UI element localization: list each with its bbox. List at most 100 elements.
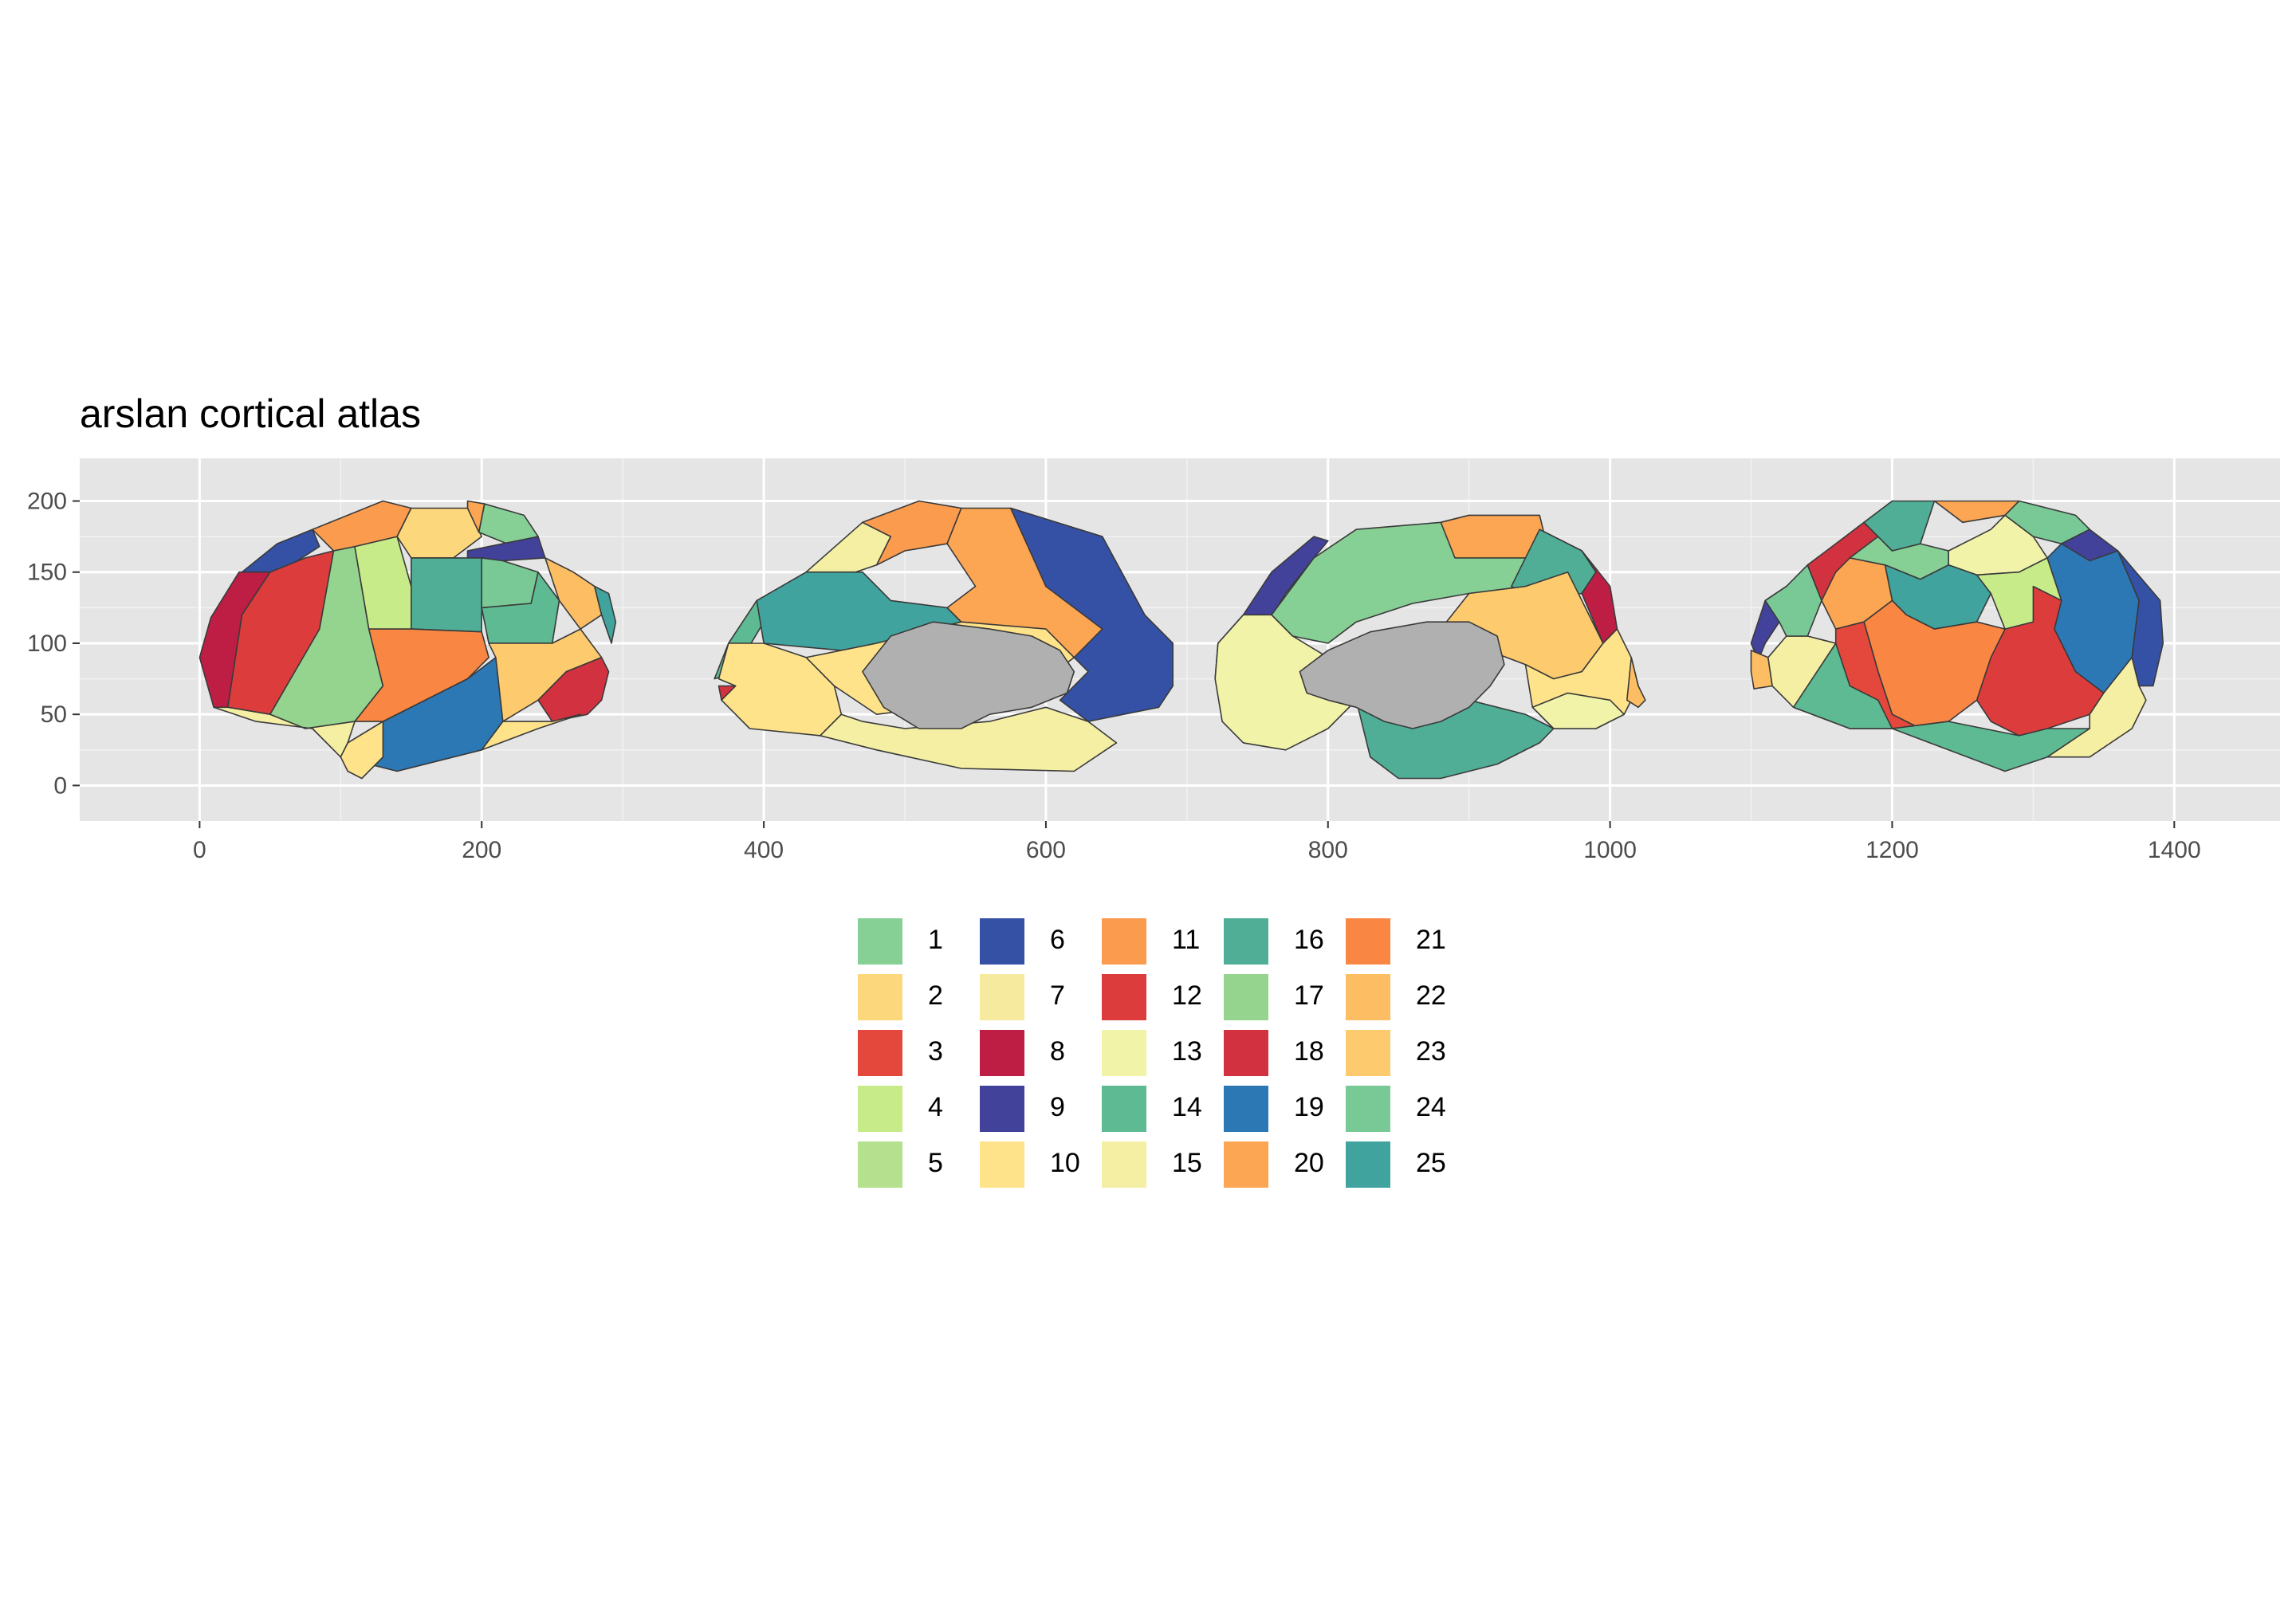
legend-swatch: [1222, 1084, 1270, 1134]
legend-swatch: [1222, 1028, 1270, 1078]
brain-region-15: [213, 706, 356, 758]
x-tick-label: 0: [193, 837, 206, 863]
legend-label: 16: [1294, 925, 1324, 955]
brain-view: [1214, 514, 1646, 780]
legend-swatch: [1344, 1140, 1392, 1189]
legend-item-18: 18: [1221, 1027, 1348, 1082]
legend-item-25: 25: [1343, 1138, 1470, 1194]
brain-region-24: [1764, 564, 1822, 637]
legend-swatch: [1344, 1084, 1392, 1134]
legend-label: 4: [928, 1092, 943, 1122]
legend-swatch: [1222, 917, 1270, 966]
legend-swatch: [1100, 972, 1148, 1022]
brain-region-11: [862, 500, 962, 566]
y-tick-label: 50: [41, 701, 67, 728]
legend-swatch: [856, 1084, 904, 1134]
brain-region-10: [481, 713, 581, 751]
legend-swatch: [978, 1028, 1026, 1078]
x-tick-label: 1400: [2148, 837, 2201, 863]
legend-item-21: 21: [1343, 915, 1470, 971]
x-tick-label: 1200: [1866, 837, 1919, 863]
brain-region-9: [466, 536, 546, 562]
legend-item-14: 14: [1099, 1082, 1226, 1138]
x-tick-label: 1000: [1583, 837, 1637, 863]
legend-swatch: [856, 972, 904, 1022]
brain-region-10: [340, 721, 384, 780]
legend-label: 10: [1050, 1148, 1080, 1178]
brain-region-13: [1531, 692, 1626, 729]
brain-region-15: [2046, 656, 2147, 758]
legend-item-13: 13: [1099, 1027, 1226, 1082]
chart-title: arslan cortical atlas: [80, 391, 421, 436]
legend-swatch: [978, 972, 1026, 1022]
legend-item-15: 15: [1099, 1138, 1226, 1194]
legend-item-11: 11: [1099, 915, 1226, 971]
legend-label: 18: [1294, 1036, 1324, 1067]
legend-label: 14: [1172, 1092, 1202, 1122]
legend-label: 3: [928, 1036, 943, 1067]
legend-item-5: 5: [855, 1138, 982, 1194]
legend-label: 21: [1416, 925, 1446, 955]
legend-swatch: [1344, 917, 1392, 966]
legend-label: 17: [1294, 980, 1324, 1011]
legend-label: 9: [1050, 1092, 1065, 1122]
legend-label: 6: [1050, 925, 1065, 955]
legend-item-1: 1: [855, 915, 982, 971]
x-tick-label: 200: [462, 837, 501, 863]
x-tick-label: 400: [744, 837, 784, 863]
x-tick-label: 600: [1026, 837, 1066, 863]
legend-item-2: 2: [855, 971, 982, 1027]
legend-item-8: 8: [977, 1027, 1104, 1082]
brain-region-16: [410, 557, 483, 633]
legend-item-10: 10: [977, 1138, 1104, 1194]
legend-item-22: 22: [1343, 971, 1470, 1027]
legend-item-7: 7: [977, 971, 1104, 1027]
brain-region-22: [1626, 656, 1646, 709]
legend-swatch: [978, 1140, 1026, 1189]
brain-region-6: [2117, 550, 2164, 687]
brain-view: [199, 500, 617, 780]
legend-label: 5: [928, 1148, 943, 1178]
legend-label: 15: [1172, 1148, 1202, 1178]
legend-swatch: [1344, 1028, 1392, 1078]
legend-item-19: 19: [1221, 1082, 1348, 1138]
y-tick-label: 200: [27, 489, 67, 515]
legend-item-12: 12: [1099, 971, 1226, 1027]
legend-label: 8: [1050, 1036, 1065, 1067]
legend-swatch: [856, 1140, 904, 1189]
legend-label: 13: [1172, 1036, 1202, 1067]
legend-swatch: [1100, 917, 1148, 966]
legend-swatch: [856, 917, 904, 966]
legend-swatch: [978, 917, 1026, 966]
legend-label: 22: [1416, 980, 1446, 1011]
medial-wall: [1299, 621, 1505, 729]
legend-swatch: [1100, 1140, 1148, 1189]
legend-label: 2: [928, 980, 943, 1011]
legend-label: 23: [1416, 1036, 1446, 1067]
legend-item-6: 6: [977, 915, 1104, 971]
legend-swatch: [1100, 1084, 1148, 1134]
legend-label: 24: [1416, 1092, 1446, 1122]
brain-region-16: [1863, 500, 1936, 552]
brain-region-15: [820, 706, 1118, 772]
brain-view: [1750, 500, 2164, 772]
x-tick-label: 800: [1308, 837, 1348, 863]
medial-wall: [862, 621, 1075, 729]
brain-region-25: [593, 585, 617, 644]
y-tick-label: 100: [27, 631, 67, 657]
legend-label: 19: [1294, 1092, 1324, 1122]
legend-item-16: 16: [1221, 915, 1348, 971]
legend-item-23: 23: [1343, 1027, 1470, 1082]
legend-swatch: [1222, 1140, 1270, 1189]
legend-item-24: 24: [1343, 1082, 1470, 1138]
legend-label: 7: [1050, 980, 1065, 1011]
legend-label: 25: [1416, 1148, 1446, 1178]
brain-views: [199, 500, 2164, 780]
legend-item-3: 3: [855, 1027, 982, 1082]
legend-item-4: 4: [855, 1082, 982, 1138]
brain-region-22: [1750, 650, 1773, 690]
legend-item-17: 17: [1221, 971, 1348, 1027]
legend-item-9: 9: [977, 1082, 1104, 1138]
legend-swatch: [1344, 972, 1392, 1022]
